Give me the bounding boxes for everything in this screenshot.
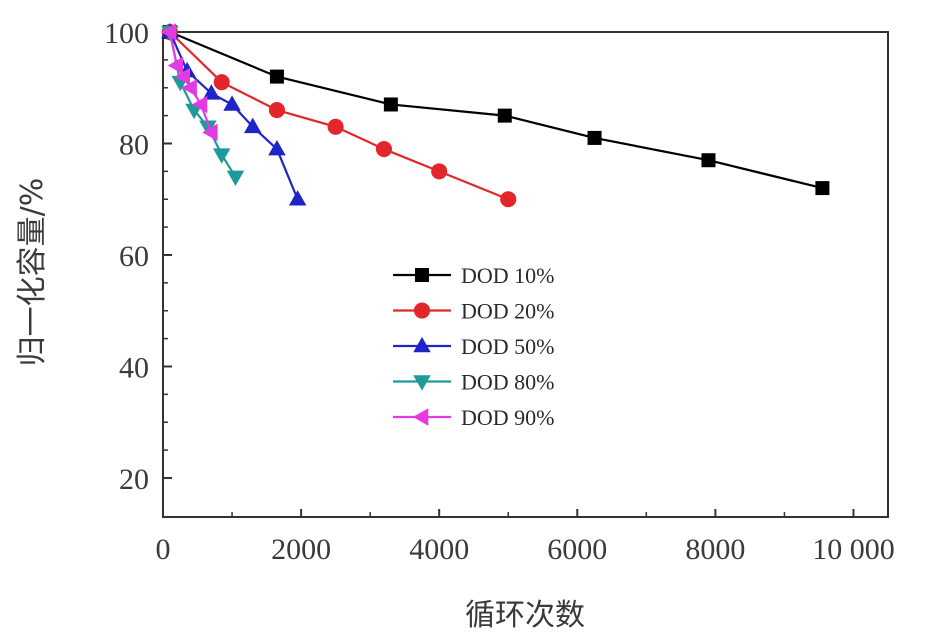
x-tick-label: 10 000 [812,533,895,566]
y-tick-label: 20 [119,463,149,496]
point-marker-triangle-up [223,95,241,111]
x-tick-label: 8000 [685,533,745,566]
point-marker-square [269,69,284,84]
point-marker-triangle-left [202,123,218,142]
point-marker-triangle-down [212,148,231,164]
y-tick-label: 60 [119,240,149,273]
legend-item: DOD 50% [393,334,555,359]
legend-label: DOD 90% [461,405,555,430]
x-axis-label: 循环次数 [465,598,585,633]
point-marker-triangle-left [167,56,184,75]
point-marker-triangle-down [199,120,217,136]
x-tick-label: 4000 [409,533,469,566]
plot-frame [162,31,889,518]
point-marker-triangle-left [174,67,191,86]
y-axis-label: 归一化容量/% [15,178,50,367]
legend-label: DOD 80% [461,370,555,395]
series-0 [162,25,830,196]
legend: DOD 10% DOD 20% DOD 50% DOD 80% DOD 90% [393,263,555,430]
x-axis-ticks: 0 2000 4000 6000 8000 10 000 [156,509,895,566]
series-line [169,31,509,201]
point-marker-triangle-up [202,84,221,100]
y-tick-label: 40 [119,351,149,384]
legend-label: DOD 10% [461,263,555,288]
point-marker-square [701,153,716,168]
x-tick-label: 0 [156,533,171,566]
x-tick-label: 2000 [271,533,331,566]
point-marker-triangle-left [412,408,429,426]
point-marker-square [815,181,830,196]
legend-item: DOD 90% [393,405,555,430]
point-marker-triangle-up [244,117,262,134]
legend-item: DOD 80% [393,370,555,395]
point-marker-triangle-down [413,375,431,391]
y-tick-label: 80 [119,128,149,161]
point-marker-circle [327,118,344,135]
x-tick-label: 6000 [547,533,607,566]
legend-item: DOD 20% [393,299,555,324]
point-marker-circle [268,101,285,119]
series-layer [160,22,830,208]
series-line [169,30,823,190]
point-marker-circle [500,191,517,208]
point-marker-square [383,97,398,112]
point-marker-square [587,130,602,145]
point-marker-circle [413,302,431,319]
legend-label: DOD 50% [461,334,555,359]
point-marker-circle [213,74,230,91]
point-marker-triangle-left [191,95,208,114]
point-marker-circle [375,141,393,158]
point-marker-triangle-left [160,23,177,41]
point-marker-triangle-up [413,336,431,353]
point-marker-triangle-up [268,139,286,156]
point-marker-triangle-left [181,78,197,97]
legend-label: DOD 20% [461,299,555,324]
point-marker-square [497,108,512,123]
point-marker-circle [431,163,448,180]
y-axis-ticks: 20 40 60 80 100 [104,17,172,496]
series-4 [160,23,218,142]
legend-item: DOD 10% [393,263,555,288]
point-marker-triangle-down [226,170,245,187]
point-marker-square [415,268,429,282]
y-tick-label: 100 [104,17,149,50]
point-marker-triangle-up [288,190,307,206]
